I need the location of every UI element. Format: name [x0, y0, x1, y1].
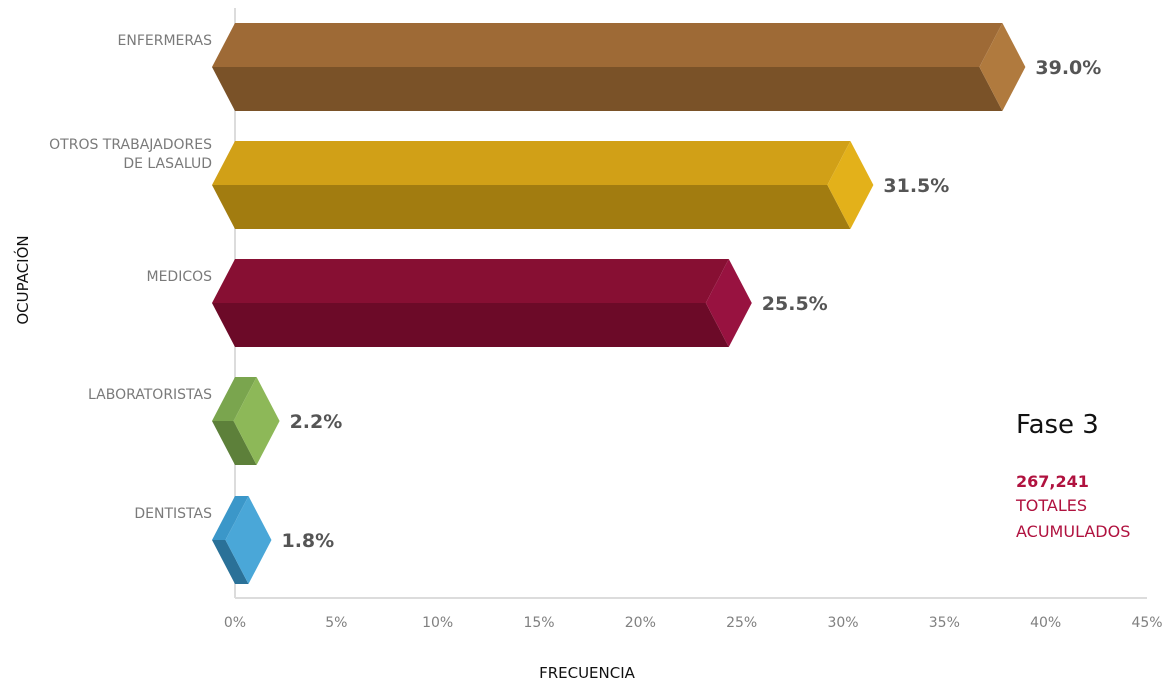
x-tick-label: 40%: [1030, 615, 1061, 631]
bar-bottom-face: [212, 540, 249, 584]
bar-end-cap: [827, 141, 874, 229]
bar-bottom-face: [212, 421, 257, 465]
bar-top-face: [212, 377, 257, 421]
x-tick-label: 20%: [625, 615, 656, 631]
data-label: 2.2%: [290, 411, 343, 433]
data-label: 39.0%: [1035, 57, 1101, 79]
x-tick-label: 45%: [1131, 615, 1162, 631]
category-label: LABORATORISTAS: [88, 387, 212, 403]
data-label: 1.8%: [281, 530, 334, 552]
x-tick-label: 30%: [827, 615, 858, 631]
bar-bottom-face: [212, 67, 1003, 111]
bar-top-face: [212, 259, 729, 303]
bar-end-cap: [225, 496, 272, 584]
category-label: DENTISTAS: [134, 506, 212, 522]
bar-top-face: [212, 496, 249, 540]
bar-top-face: [212, 23, 1003, 67]
category-label: OTROS TRABAJADORES: [49, 137, 212, 153]
x-tick-label: 5%: [325, 615, 347, 631]
total-count: 267,241: [1016, 472, 1089, 491]
bar-end-cap: [979, 23, 1026, 111]
bar-end-cap: [233, 377, 280, 465]
x-tick-label: 35%: [929, 615, 960, 631]
category-label: DE LASALUD: [123, 156, 212, 172]
bar-end-cap: [705, 259, 752, 347]
data-label: 31.5%: [883, 175, 949, 197]
x-tick-label: 25%: [726, 615, 757, 631]
total-caption-line2: ACUMULADOS: [1016, 522, 1131, 541]
bar-bottom-face: [212, 185, 851, 229]
category-label: MEDICOS: [146, 269, 212, 285]
x-tick-label: 0%: [224, 615, 246, 631]
bar: [212, 141, 874, 229]
phase-title: Fase 3: [1016, 410, 1099, 440]
data-label: 25.5%: [762, 293, 828, 315]
y-axis-title: OCUPACIÓN: [13, 235, 32, 324]
total-caption-line1: TOTALES: [1016, 496, 1088, 515]
category-label: ENFERMERAS: [118, 33, 213, 49]
x-axis-title: FRECUENCIA: [539, 664, 636, 682]
x-tick-label: 10%: [422, 615, 453, 631]
bar: [212, 377, 280, 465]
bar: [212, 23, 1026, 111]
bar-bottom-face: [212, 303, 729, 347]
x-tick-label: 15%: [523, 615, 554, 631]
bar: [212, 496, 272, 584]
bar: [212, 259, 752, 347]
bar-top-face: [212, 141, 851, 185]
